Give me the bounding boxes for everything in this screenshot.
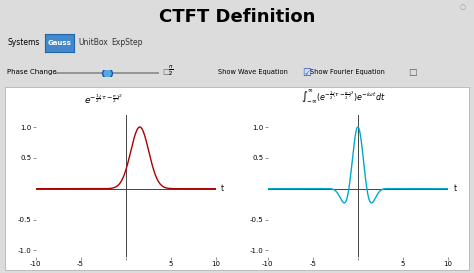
- Text: t: t: [221, 184, 224, 193]
- Text: ExpStep: ExpStep: [111, 38, 143, 47]
- Text: Phase Change: Phase Change: [7, 69, 57, 75]
- Text: ○: ○: [459, 4, 465, 10]
- Text: $\int_{-\infty}^{\infty}(e^{-\frac{1}{2}(\tau - \frac{\pi}{2})^2})e^{-i\omega t}: $\int_{-\infty}^{\infty}(e^{-\frac{1}{2}…: [301, 89, 386, 106]
- Text: $e^{-\frac{1}{2}(\tau - \frac{\pi}{2})^2}$: $e^{-\frac{1}{2}(\tau - \frac{\pi}{2})^2…: [84, 93, 124, 106]
- Text: Show Wave Equation: Show Wave Equation: [218, 69, 288, 75]
- Text: □: □: [409, 69, 417, 77]
- Text: $\frac{\pi}{2}$: $\frac{\pi}{2}$: [168, 63, 173, 78]
- Text: CTFT Definition: CTFT Definition: [159, 8, 315, 26]
- Text: ☑: ☑: [302, 68, 310, 78]
- Text: □: □: [162, 67, 170, 76]
- Text: Systems: Systems: [7, 38, 39, 47]
- Text: Show Fourier Equation: Show Fourier Equation: [310, 69, 385, 75]
- Text: Gauss: Gauss: [48, 40, 72, 46]
- Text: t: t: [453, 184, 456, 193]
- Text: UnitBox: UnitBox: [78, 38, 108, 47]
